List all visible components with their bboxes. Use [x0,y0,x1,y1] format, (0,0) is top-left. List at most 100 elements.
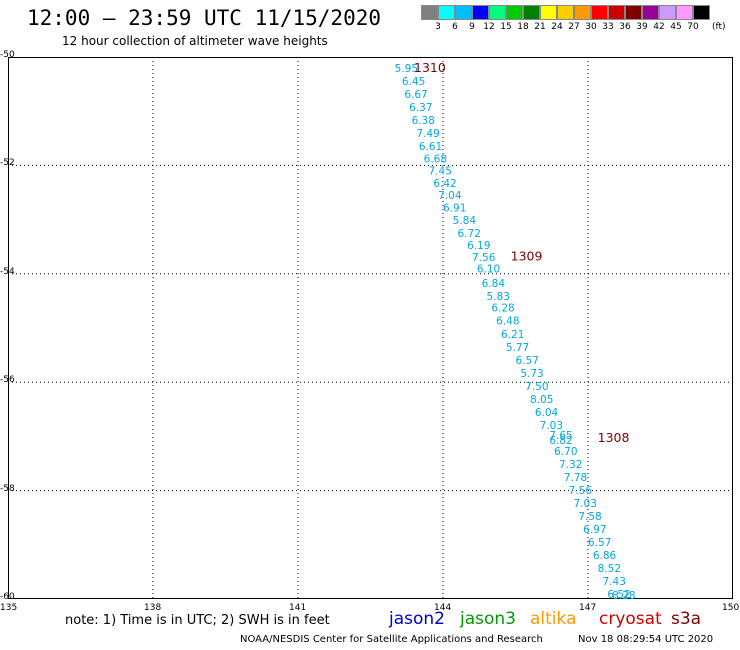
colorbar-label: 12 [483,22,495,32]
swh-value: 6.84 [482,278,506,290]
footnote: note: 1) Time is in UTC; 2) SWH is in fe… [65,613,330,628]
swh-value: 6.57 [516,355,539,367]
swh-value: 6.57 [588,537,611,549]
swh-value: 6.72 [458,228,481,240]
swh-value: 6.37 [409,102,432,114]
colorbar-label: 39 [636,22,648,32]
map-plot: 5.956.456.676.376.387.496.616.687.456.42… [8,57,733,599]
satellite-name: altika [530,609,577,629]
colorbar-swatch [659,5,676,20]
lon-tick-label: 144 [434,603,452,613]
colorbar-swatch [472,5,489,20]
wave-height-labels: 5.956.456.676.376.387.496.616.687.456.42… [395,63,636,599]
satellite-name: jason3 [460,609,516,629]
colorbar-unit: (ft) [712,22,726,32]
swh-value: 6.45 [402,76,425,88]
colorbar-swatch [506,5,523,20]
swh-value: 7.58 [578,511,601,523]
swh-value: 7.32 [559,459,582,471]
swh-value: 5.73 [520,368,543,380]
graticule [8,57,733,599]
swh-value: 6.10 [477,264,500,276]
swh-value: 6.52 [607,589,630,599]
swh-value: 5.95 [395,63,418,75]
colorbar-swatch [574,5,591,20]
colorbar-swatch [523,5,540,20]
swh-value: 7.49 [416,128,439,140]
colorbar-label: 21 [534,22,546,32]
colorbar-swatch [693,5,710,20]
swh-value: 6.86 [593,550,617,562]
colorbar-swatch [438,5,455,20]
pass-labels: 1310 1309 1308 [414,60,630,445]
satellite-name: s3a [671,609,702,629]
satellite-name: jason2 [389,609,445,629]
swh-value: 8.52 [598,563,621,575]
swh-value: 6.67 [404,89,427,101]
colorbar-label: 30 [585,22,597,32]
swh-value: 5.83 [487,291,510,303]
swh-value: 6.91 [443,202,466,214]
swh-value: 7.56 [569,485,593,497]
generation-timestamp: Nov 18 08:29:54 UTC 2020 [578,634,714,645]
swh-value: 5.84 [453,215,477,227]
lon-tick-label: 147 [579,603,597,613]
colorbar-swatch [642,5,659,20]
swh-value: 8.28 [612,590,635,599]
credit-line: NOAA/NESDIS Center for Satellite Applica… [240,634,543,645]
colorbar-label: 45 [670,22,682,32]
colorbar-swatch [421,5,438,20]
swh-value: 6.97 [583,524,606,536]
swh-value: 6.42 [433,178,456,190]
lon-tick-label: 150 [722,603,740,613]
colorbar-label: 27 [568,22,580,32]
colorbar-swatch [489,5,506,20]
colorbar-swatch [591,5,608,20]
lat-tick-label: -52 [0,158,15,169]
swh-value: 6.04 [535,407,559,419]
satellite-name: cryosat [599,609,662,629]
pass-number: 1310 [414,60,446,75]
pass-number: 1308 [598,430,630,445]
colorbar-swatch [540,5,557,20]
swh-value: 7.43 [603,576,626,588]
colorbar-label: 24 [551,22,563,32]
lon-tick-label: 135 [0,603,18,613]
swh-value: 7.03 [540,420,563,432]
swh-value: 6.21 [501,329,524,341]
swh-value: 8.05 [530,394,553,406]
lon-tick-label: 141 [289,603,307,613]
lat-tick-label: -56 [0,375,15,386]
lon-tick-label: 138 [144,603,162,613]
swh-value: 6.19 [467,240,490,252]
swh-value: 5.77 [506,342,529,354]
plot-border [8,57,733,599]
colorbar-label: 70 [687,22,699,32]
swh-value: 6.28 [491,303,514,315]
swh-value: 6.70 [554,446,577,458]
colorbar-swatch [455,5,472,20]
swh-value: 7.03 [574,498,597,510]
swh-value: 6.48 [496,316,519,328]
colorbar-label: 42 [653,22,665,32]
swh-value: 7.45 [429,166,452,178]
colorbar-label: 9 [469,22,475,32]
map-subtitle: 12 hour collection of altimeter wave hei… [62,34,328,48]
lat-tick-label: -50 [0,50,15,60]
lat-tick-label: -60 [0,592,15,602]
lat-tick-label: -58 [0,483,15,494]
swh-value: 7.50 [525,381,548,393]
swh-value: 6.68 [424,154,447,166]
colorbar-swatch [625,5,642,20]
colorbar-label: 36 [619,22,631,32]
lat-tick-label: -54 [0,266,15,277]
pass-number: 1309 [511,248,543,263]
colorbar-label: 3 [435,22,441,32]
colorbar-swatch [557,5,574,20]
swh-value: 6.38 [412,115,435,127]
swh-value: 6.82 [549,435,572,447]
colorbar-label: 18 [517,22,529,32]
colorbar-label: 15 [500,22,512,32]
swh-value: 7.65 [549,430,572,442]
colorbar-label: 33 [602,22,614,32]
